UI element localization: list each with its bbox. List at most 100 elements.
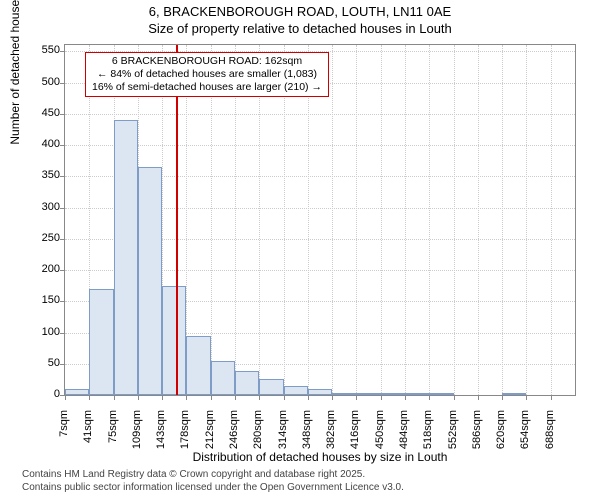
xtick-label: 620sqm [495,410,507,460]
ytick-label: 200 [20,263,60,275]
ytick-label: 450 [20,107,60,119]
xtick-label: 382sqm [325,410,337,460]
histogram-bar [162,286,186,395]
xtick-mark [502,395,503,400]
ytick-mark [60,208,65,209]
xtick-mark [308,395,309,400]
ytick-label: 50 [20,357,60,369]
xtick-label: 143sqm [155,410,167,460]
histogram-bar [429,393,453,395]
ytick-mark [60,270,65,271]
xtick-label: 518sqm [422,410,434,460]
gridline-vertical [356,45,357,395]
gridline-vertical [454,45,455,395]
gridline-horizontal [65,114,575,115]
ytick-label: 350 [20,169,60,181]
histogram-bar [89,289,113,395]
xtick-label: 450sqm [374,410,386,460]
gridline-vertical [551,45,552,395]
chart-title: 6, BRACKENBOROUGH ROAD, LOUTH, LN11 0AE … [0,0,600,38]
gridline-vertical [235,45,236,395]
xtick-mark [454,395,455,400]
xtick-label: 552sqm [447,410,459,460]
ytick-mark [60,145,65,146]
histogram-bar [308,389,332,395]
gridline-vertical [381,45,382,395]
ytick-mark [60,364,65,365]
annotation-line-3: 16% of semi-detached houses are larger (… [92,81,322,94]
histogram-bar [356,393,380,395]
histogram-bar [332,393,356,395]
xtick-label: 348sqm [301,410,313,460]
xtick-label: 416sqm [349,410,361,460]
ytick-mark [60,176,65,177]
gridline-vertical [211,45,212,395]
annotation-line-2: ← 84% of detached houses are smaller (1,… [92,68,322,81]
footer-line-1: Contains HM Land Registry data © Crown c… [22,469,404,482]
xtick-mark [381,395,382,400]
footer-attribution: Contains HM Land Registry data © Crown c… [22,469,404,494]
xtick-label: 212sqm [204,410,216,460]
xtick-mark [478,395,479,400]
xtick-label: 178sqm [179,410,191,460]
ytick-label: 300 [20,201,60,213]
plot-area: 6 BRACKENBOROUGH ROAD: 162sqm ← 84% of d… [64,44,576,396]
ytick-mark [60,301,65,302]
annotation-line-1: 6 BRACKENBOROUGH ROAD: 162sqm [92,55,322,68]
property-size-histogram: 6, BRACKENBOROUGH ROAD, LOUTH, LN11 0AE … [0,0,600,500]
footer-line-2: Contains public sector information licen… [22,482,404,495]
histogram-bar [405,393,429,395]
xtick-mark [356,395,357,400]
y-axis-label: Number of detached houses [8,0,22,145]
xtick-mark [332,395,333,400]
ytick-label: 0 [20,388,60,400]
xtick-label: 586sqm [471,410,483,460]
xtick-mark [114,395,115,400]
xtick-label: 280sqm [252,410,264,460]
xtick-mark [259,395,260,400]
title-line-2: Size of property relative to detached ho… [0,21,600,38]
xtick-label: 314sqm [277,410,289,460]
histogram-bar [65,389,89,395]
histogram-bar [186,336,210,395]
gridline-vertical [259,45,260,395]
histogram-bar [211,361,235,395]
xtick-mark [235,395,236,400]
xtick-mark [65,395,66,400]
ytick-mark [60,83,65,84]
gridline-vertical [332,45,333,395]
ytick-label: 150 [20,294,60,306]
ytick-mark [60,239,65,240]
xtick-label: 75sqm [107,410,119,460]
histogram-bar [284,386,308,395]
xtick-label: 654sqm [519,410,531,460]
marker-line [176,45,178,395]
histogram-bar [381,393,405,395]
ytick-mark [60,51,65,52]
histogram-bar [235,371,259,395]
gridline-horizontal [65,145,575,146]
xtick-mark [162,395,163,400]
gridline-vertical [308,45,309,395]
ytick-label: 250 [20,232,60,244]
histogram-bar [502,393,526,395]
histogram-bar [259,379,283,395]
xtick-mark [551,395,552,400]
gridline-vertical [284,45,285,395]
gridline-vertical [429,45,430,395]
gridline-vertical [478,45,479,395]
histogram-bar [138,167,162,395]
xtick-mark [138,395,139,400]
xtick-label: 688sqm [544,410,556,460]
title-line-1: 6, BRACKENBOROUGH ROAD, LOUTH, LN11 0AE [0,4,600,21]
ytick-label: 100 [20,326,60,338]
xtick-mark [429,395,430,400]
xtick-mark [284,395,285,400]
xtick-mark [405,395,406,400]
xtick-mark [89,395,90,400]
ytick-label: 400 [20,138,60,150]
ytick-label: 500 [20,76,60,88]
xtick-label: 109sqm [131,410,143,460]
ytick-mark [60,114,65,115]
gridline-vertical [502,45,503,395]
